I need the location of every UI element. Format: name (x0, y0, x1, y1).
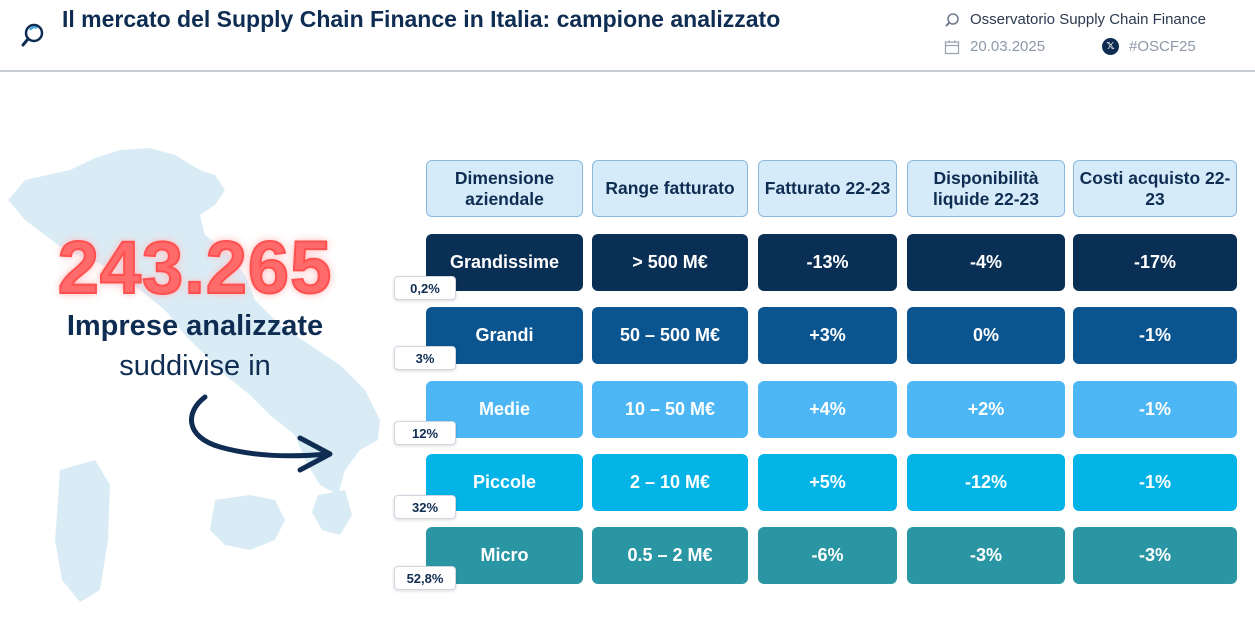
header-bar: Il mercato del Supply Chain Finance in I… (0, 0, 1255, 72)
organization-label: Osservatorio Supply Chain Finance (944, 11, 1206, 28)
row-medie-liquidity: +2% (907, 381, 1065, 438)
header-company-size: Dimensione aziendale (426, 160, 583, 217)
row-grandi-liquidity: 0% (907, 307, 1065, 364)
hashtag-label[interactable]: 𝕏 #OSCF25 (1102, 38, 1196, 55)
row-micro-revenue: -6% (758, 527, 897, 584)
date-text: 20.03.2025 (970, 38, 1046, 55)
page-title: Il mercato del Supply Chain Finance in I… (62, 6, 781, 32)
row-medie-range: 10 – 50 M€ (592, 381, 748, 438)
row-grandissime-revenue: -13% (758, 234, 897, 291)
row-medie-costs: -1% (1073, 381, 1237, 438)
row-grandissime-range: > 500 M€ (592, 234, 748, 291)
row-micro-liquidity: -3% (907, 527, 1065, 584)
row-micro-costs: -3% (1073, 527, 1237, 584)
share-badge-piccole: 32% (394, 495, 456, 519)
row-piccole-range: 2 – 10 M€ (592, 454, 748, 511)
row-grandissime-costs: -17% (1073, 234, 1237, 291)
header-revenue-change: Fatturato 22-23 (758, 160, 897, 217)
row-medie-revenue: +4% (758, 381, 897, 438)
share-badge-grandi: 3% (394, 346, 456, 370)
row-grandi-revenue: +3% (758, 307, 897, 364)
curved-arrow-icon (189, 394, 333, 473)
row-grandi-range: 50 – 500 M€ (592, 307, 748, 364)
total-companies-caption: Imprese analizzate (66, 310, 324, 342)
share-badge-grandissime: 0,2% (394, 276, 456, 300)
share-badge-micro: 52,8% (394, 566, 456, 590)
row-piccole-costs: -1% (1073, 454, 1237, 511)
x-social-icon: 𝕏 (1102, 38, 1119, 55)
row-piccole-liquidity: -12% (907, 454, 1065, 511)
row-micro-range: 0.5 – 2 M€ (592, 527, 748, 584)
header-revenue-range: Range fatturato (592, 160, 748, 217)
header-purchase-costs-change: Costi acquisto 22-23 (1073, 160, 1237, 217)
hashtag-text: #OSCF25 (1129, 38, 1196, 55)
date-label: 20.03.2025 (944, 38, 1045, 55)
breakdown-caption: suddivise in (119, 350, 271, 382)
calendar-icon (944, 40, 960, 54)
header-liquidity-change: Disponibilità liquide 22-23 (907, 160, 1065, 217)
organization-name: Osservatorio Supply Chain Finance (970, 11, 1206, 28)
row-grandi-costs: -1% (1073, 307, 1237, 364)
magnifier-logo-icon (21, 23, 44, 47)
row-grandissime-liquidity: -4% (907, 234, 1065, 291)
share-badge-medie: 12% (394, 421, 456, 445)
magnifier-icon (945, 12, 959, 27)
italy-map-illustration (8, 148, 380, 602)
total-companies-number: 243.265 (57, 225, 333, 310)
row-piccole-revenue: +5% (758, 454, 897, 511)
